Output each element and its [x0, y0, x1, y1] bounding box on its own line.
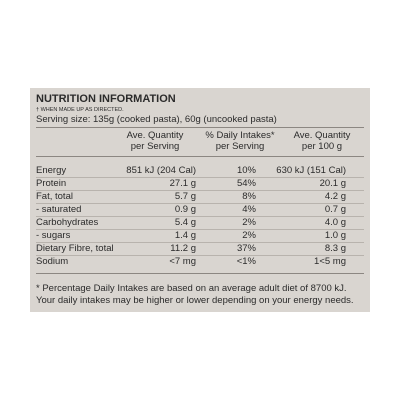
row-label: Fat, total: [36, 191, 73, 202]
column-header: per Serving: [215, 141, 265, 152]
footnote: Your daily intakes may be higher or lowe…: [36, 295, 354, 306]
serving-size: Serving size: 135g (cooked pasta), 60g (…: [36, 114, 277, 125]
divider: [36, 229, 364, 230]
divider: [36, 190, 364, 191]
divider: [36, 255, 364, 256]
row-label: Energy: [36, 165, 67, 176]
row-label: - saturated: [36, 204, 82, 215]
cell: 2%: [242, 230, 256, 241]
divider: [36, 242, 364, 243]
divider: [36, 177, 364, 178]
column-header: Ave. Quantity: [293, 130, 351, 141]
nutrition-panel: NUTRITION INFORMATION † WHEN MADE UP AS …: [30, 88, 370, 312]
cell: 4%: [242, 204, 256, 215]
cell: 851 kJ (204 Cal): [126, 165, 196, 176]
cell: 8.3 g: [324, 243, 346, 254]
cell: <1%: [236, 256, 256, 267]
cell: 1.4 g: [174, 230, 196, 241]
row-label: Carbohydrates: [36, 217, 99, 228]
divider: [36, 273, 364, 274]
note: † WHEN MADE UP AS DIRECTED.: [36, 107, 124, 113]
cell: 5.4 g: [174, 217, 196, 228]
row-label: - sugars: [36, 230, 71, 241]
cell: 37%: [236, 243, 256, 254]
divider: [36, 127, 364, 128]
cell: 20.1 g: [319, 178, 346, 189]
cell: <7 mg: [169, 256, 196, 267]
divider: [36, 203, 364, 204]
column-header: per 100 g: [301, 141, 343, 152]
cell: 0.9 g: [174, 204, 196, 215]
cell: 4.0 g: [324, 217, 346, 228]
divider: [36, 216, 364, 217]
cell: 1.0 g: [324, 230, 346, 241]
cell: 11.2 g: [170, 243, 196, 254]
cell: 5.7 g: [174, 191, 196, 202]
column-header: % Daily Intakes*: [205, 130, 275, 141]
row-label: Sodium: [36, 256, 69, 267]
cell: 630 kJ (151 Cal): [276, 165, 346, 176]
cell: 4.2 g: [324, 191, 346, 202]
row-label: Dietary Fibre, total: [36, 243, 114, 254]
cell: 0.7 g: [324, 204, 346, 215]
row-label: Protein: [36, 178, 67, 189]
cell: 1<5 mg: [314, 256, 346, 267]
cell: 54%: [236, 178, 256, 189]
footnote: * Percentage Daily Intakes are based on …: [36, 283, 347, 294]
cell: 27.1 g: [169, 178, 196, 189]
title: NUTRITION INFORMATION: [36, 93, 176, 105]
divider: [36, 156, 364, 157]
cell: 8%: [242, 191, 256, 202]
cell: 10%: [236, 165, 256, 176]
column-header: per Serving: [130, 141, 180, 152]
column-header: Ave. Quantity: [126, 130, 184, 141]
cell: 2%: [242, 217, 256, 228]
